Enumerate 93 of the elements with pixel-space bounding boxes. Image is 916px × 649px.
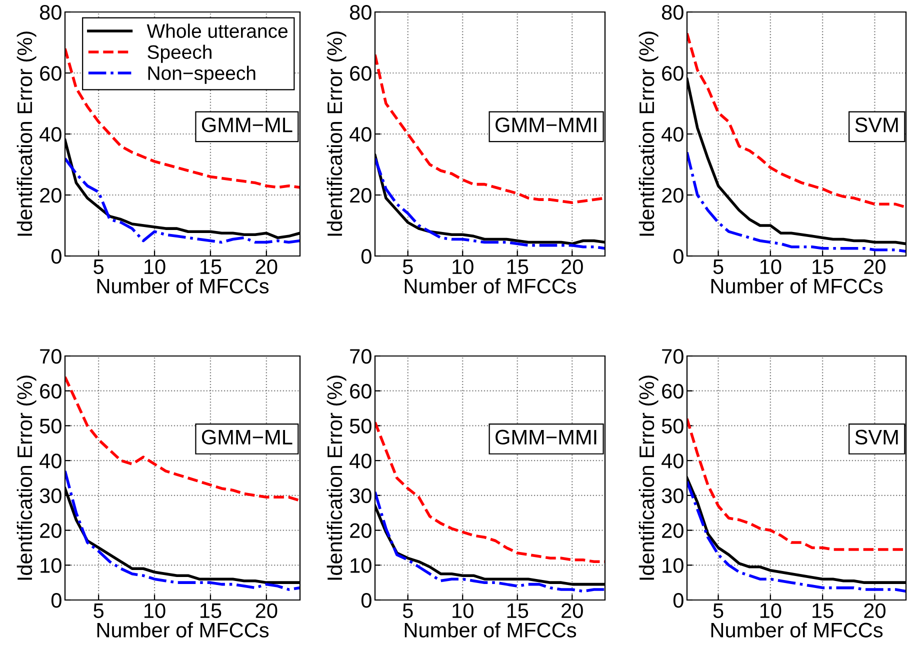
- y-tick-label: 30: [40, 488, 62, 504]
- y-tick-label: 40: [350, 127, 372, 142]
- x-axis-title: Number of MFCCs: [404, 622, 576, 638]
- line-series: [375, 490, 605, 593]
- y-axis-title: Identification Error (%): [638, 376, 658, 580]
- y-axis-title: Identification Error (%): [326, 376, 346, 580]
- annotation: SVM: [855, 430, 898, 445]
- x-tick-label: 15: [200, 260, 222, 274]
- y-tick-label: 40: [662, 127, 684, 142]
- y-tick-label: 10: [662, 558, 684, 573]
- line-series: [375, 420, 605, 564]
- y-tick-label: 40: [350, 454, 372, 468]
- y-tick-label: 20: [350, 188, 372, 203]
- y-axis-title: Identification Error (%): [326, 32, 346, 236]
- x-axis-title: Number of MFCCs: [97, 278, 269, 294]
- line-series: [65, 376, 300, 502]
- line-series: [687, 417, 906, 551]
- y-tick-label: 80: [662, 5, 684, 20]
- y-tick-label: 50: [662, 418, 684, 434]
- x-tick-label: 10: [452, 603, 474, 618]
- y-tick-label: 0: [361, 249, 372, 264]
- annotation: GMM−ML: [202, 118, 292, 132]
- x-tick-label: 5: [94, 604, 104, 618]
- y-tick-label: 60: [40, 66, 62, 81]
- y-tick-label: 20: [40, 188, 62, 203]
- x-tick-label: 10: [144, 603, 166, 618]
- y-tick-label: 80: [350, 5, 372, 20]
- y-tick-label: 0: [673, 593, 684, 608]
- line-series: [687, 150, 906, 253]
- y-tick-label: 40: [40, 454, 62, 468]
- line-series: [375, 53, 605, 204]
- y-tick-label: 40: [40, 127, 62, 142]
- x-tick-label: 20: [864, 259, 886, 274]
- y-axis-title: Identification Error (%): [638, 32, 658, 236]
- x-tick-label: 20: [562, 603, 583, 618]
- x-tick-label: 10: [760, 259, 782, 274]
- legend-label: Non−speech: [148, 66, 256, 84]
- x-tick-label: 15: [812, 260, 834, 274]
- annotation: GMM−MMI: [496, 430, 596, 445]
- y-tick-label: 30: [350, 488, 372, 504]
- legend-label: Whole utterance: [146, 24, 288, 38]
- x-tick-label: 15: [507, 604, 528, 618]
- y-tick-label: 10: [350, 558, 372, 573]
- y-axis-title: Identification Error (%): [16, 376, 36, 580]
- x-tick-label: 20: [562, 259, 583, 274]
- x-tick-label: 20: [256, 603, 278, 618]
- y-tick-label: 40: [662, 454, 684, 468]
- y-tick-label: 70: [350, 349, 372, 364]
- annotation: SVM: [855, 118, 898, 132]
- y-tick-label: 60: [662, 384, 684, 399]
- y-tick-label: 0: [673, 249, 684, 264]
- y-tick-label: 20: [662, 188, 684, 203]
- y-tick-label: 50: [40, 418, 62, 434]
- x-tick-label: 15: [200, 604, 222, 618]
- x-tick-label: 20: [256, 259, 278, 274]
- x-tick-label: 5: [713, 604, 724, 618]
- y-tick-label: 60: [350, 66, 372, 81]
- y-tick-label: 80: [40, 5, 62, 20]
- y-tick-label: 60: [662, 66, 684, 81]
- x-tick-label: 10: [144, 259, 166, 274]
- x-tick-label: 5: [713, 260, 724, 274]
- y-tick-label: 70: [662, 349, 684, 364]
- x-tick-label: 10: [452, 259, 474, 274]
- x-tick-label: 5: [94, 260, 104, 274]
- line-series: [65, 157, 300, 244]
- x-tick-label: 15: [812, 604, 834, 618]
- y-tick-label: 0: [361, 593, 372, 608]
- x-tick-label: 5: [402, 260, 413, 274]
- line-series: [65, 470, 300, 591]
- y-tick-label: 50: [350, 418, 372, 434]
- y-tick-label: 20: [350, 523, 372, 538]
- x-tick-label: 20: [864, 603, 886, 618]
- y-tick-label: 20: [662, 523, 684, 538]
- line-series: [687, 32, 906, 209]
- y-tick-label: 70: [40, 349, 62, 364]
- x-axis-title: Number of MFCCs: [711, 622, 883, 638]
- x-tick-label: 15: [507, 260, 528, 274]
- annotation: GMM−MMI: [496, 118, 596, 132]
- y-tick-label: 60: [40, 384, 62, 399]
- x-axis-title: Number of MFCCs: [404, 278, 576, 294]
- y-tick-label: 10: [40, 558, 62, 573]
- legend-label: Speech: [148, 44, 212, 63]
- x-tick-label: 5: [402, 604, 413, 618]
- y-tick-label: 0: [51, 593, 62, 608]
- y-tick-label: 30: [662, 488, 684, 504]
- y-tick-label: 0: [51, 249, 62, 264]
- x-axis-title: Number of MFCCs: [711, 278, 883, 294]
- y-axis-title: Identification Error (%): [16, 32, 36, 236]
- x-axis-title: Number of MFCCs: [97, 622, 269, 638]
- annotation: GMM−ML: [202, 430, 292, 445]
- x-tick-label: 10: [760, 603, 782, 618]
- y-tick-label: 60: [350, 384, 372, 399]
- y-tick-label: 20: [40, 523, 62, 538]
